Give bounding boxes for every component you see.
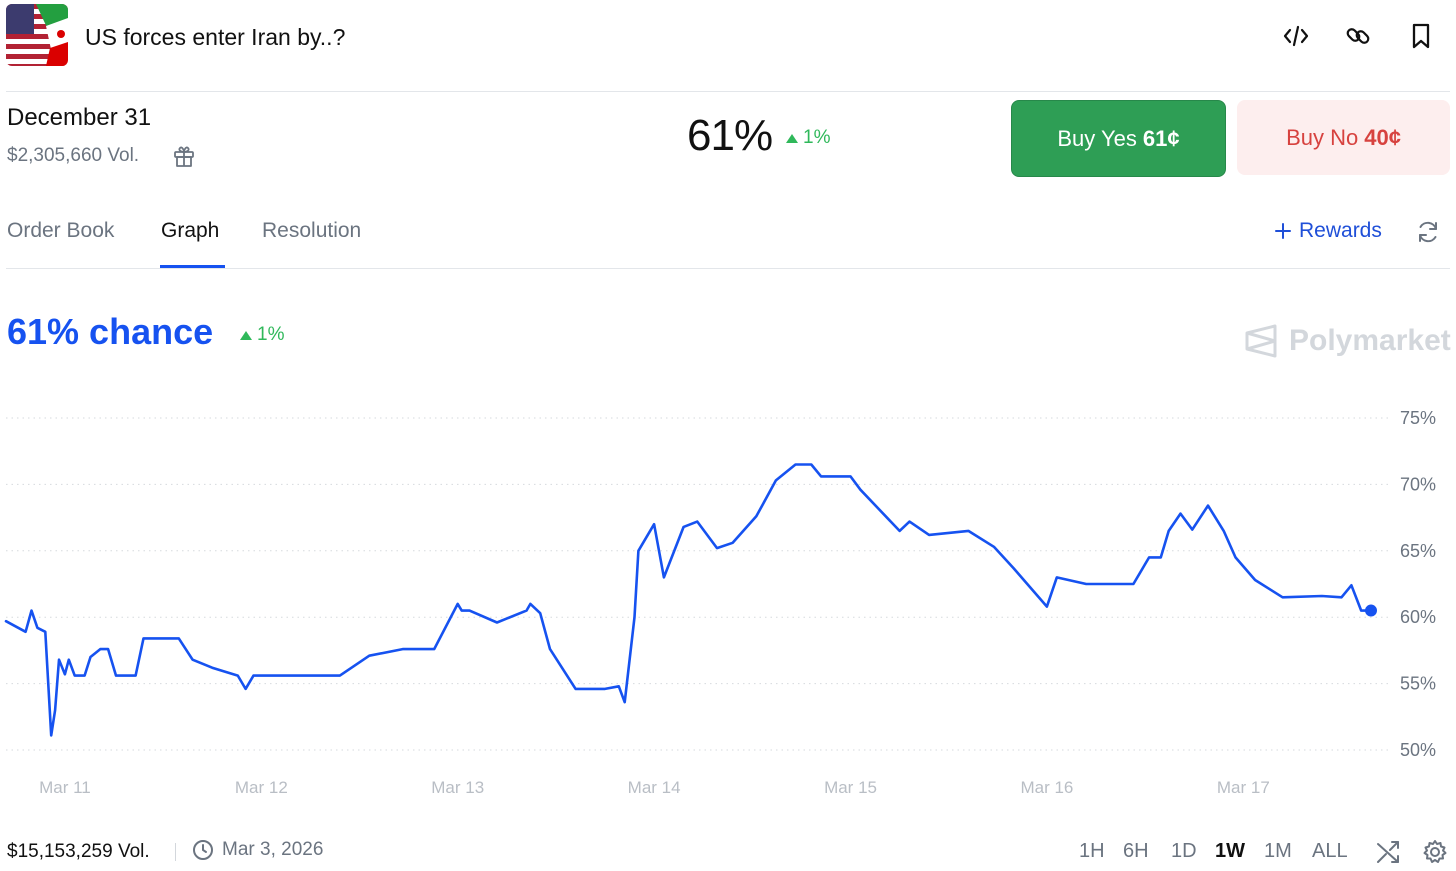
y-tick-label: 75% (1400, 408, 1436, 428)
active-tab-indicator (160, 265, 225, 268)
created-date-text: Mar 3, 2026 (222, 839, 324, 860)
x-tick-label: Mar 13 (431, 778, 484, 797)
clock-icon (193, 840, 213, 860)
up-triangle-icon (240, 330, 252, 340)
header-divider (6, 91, 1450, 92)
range-6h[interactable]: 6H (1123, 840, 1149, 862)
y-tick-label: 65% (1400, 541, 1436, 561)
embed-code-icon[interactable] (1280, 20, 1312, 52)
market-thumbnail (6, 4, 68, 66)
rewards-label: Rewards (1299, 219, 1382, 242)
tab-order-book[interactable]: Order Book (7, 219, 115, 242)
tabs-divider (6, 268, 1450, 269)
rewards-button[interactable]: Rewards (1273, 219, 1382, 243)
range-1w[interactable]: 1W (1215, 840, 1245, 862)
buy-yes-button[interactable]: Buy Yes 61¢ (1011, 100, 1226, 177)
up-triangle-icon (786, 133, 798, 143)
shuffle-icon[interactable] (1374, 838, 1402, 866)
market-probability: 61% (687, 111, 773, 160)
price-line (4, 463, 1373, 737)
range-1m[interactable]: 1M (1264, 840, 1292, 862)
y-tick-label: 60% (1400, 607, 1436, 627)
graph-change: 1% (240, 324, 284, 346)
market-date: December 31 (7, 104, 152, 131)
created-date: Mar 3, 2026 (192, 839, 323, 861)
chance-headline: 61% chance (7, 311, 214, 352)
tab-graph[interactable]: Graph (161, 219, 220, 242)
plus-icon (1275, 223, 1291, 239)
x-tick-label: Mar 17 (1217, 778, 1270, 797)
x-tick-label: Mar 16 (1020, 778, 1073, 797)
x-tick-label: Mar 15 (824, 778, 877, 797)
polymarket-watermark: Polymarket (1243, 323, 1451, 359)
range-all[interactable]: ALL (1312, 840, 1348, 862)
y-tick-label: 50% (1400, 740, 1436, 760)
y-tick-label: 70% (1400, 474, 1436, 494)
y-tick-label: 55% (1400, 674, 1436, 694)
settings-gear-icon[interactable] (1421, 838, 1449, 866)
watermark-text: Polymarket (1289, 324, 1451, 357)
price-chart[interactable]: 75% 70% 65% 60% 55% 50% Mar 11 Mar 12 Mar 13 Mar … (0, 395, 1456, 800)
footer-separator (175, 843, 176, 861)
graph-change-value: 1% (257, 324, 285, 345)
buy-no-button[interactable]: Buy No 40¢ (1237, 100, 1450, 175)
buy-no-price: 40¢ (1364, 124, 1401, 150)
polymarket-logo-icon (1245, 324, 1277, 358)
range-1d[interactable]: 1D (1171, 840, 1197, 862)
market-change-value: 1% (803, 127, 831, 148)
bookmark-icon[interactable] (1405, 20, 1437, 52)
refresh-icon[interactable] (1414, 218, 1442, 246)
link-icon[interactable] (1342, 20, 1374, 52)
market-volume: $2,305,660 Vol. (7, 145, 140, 166)
range-1h[interactable]: 1H (1079, 840, 1105, 862)
current-point (1365, 604, 1377, 617)
total-volume: $15,153,259 Vol. (7, 841, 150, 862)
buy-no-label: Buy No (1286, 124, 1359, 150)
x-tick-label: Mar 14 (628, 778, 681, 797)
buy-yes-price: 61¢ (1142, 125, 1180, 151)
market-change: 1% (786, 127, 830, 149)
buy-yes-label: Buy Yes (1057, 125, 1137, 151)
x-tick-label: Mar 12 (235, 778, 288, 797)
market-title: US forces enter Iran by..? (85, 24, 346, 50)
tab-resolution[interactable]: Resolution (262, 219, 362, 242)
x-tick-label: Mar 11 (39, 778, 91, 797)
gift-icon[interactable] (172, 144, 196, 168)
